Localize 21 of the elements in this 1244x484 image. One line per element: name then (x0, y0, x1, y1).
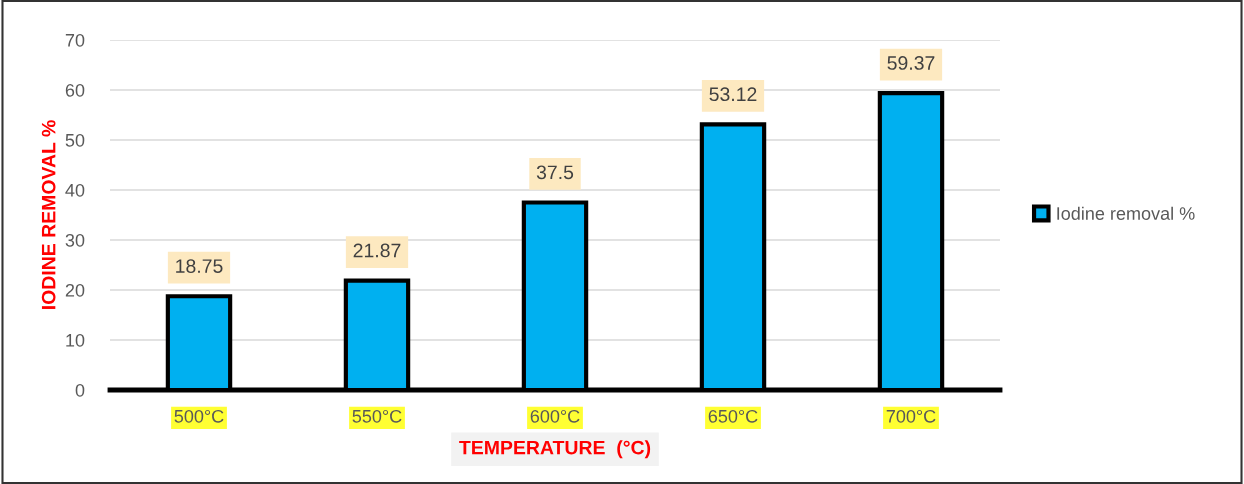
data-label: 59.37 (887, 56, 935, 70)
x-tick-label: 700°C (886, 409, 936, 423)
x-tick-label: 550°C (352, 409, 402, 423)
y-tick-label: 50 (65, 133, 85, 147)
data-label: 37.5 (536, 165, 574, 180)
x-axis-title: TEMPERATURE (°C) (459, 440, 651, 459)
legend-label: Iodine removal % (1057, 206, 1195, 220)
y-tick-label: 60 (65, 83, 85, 97)
data-label: 53.12 (709, 87, 757, 102)
y-tick-label: 70 (65, 33, 85, 47)
x-tick-label: 600°C (530, 409, 580, 423)
y-tick-label: 0 (75, 383, 85, 397)
data-label: 21.87 (353, 243, 401, 258)
y-tick-label: 30 (65, 233, 85, 247)
x-tick-label: 650°C (708, 409, 758, 423)
data-label: 18.75 (176, 259, 223, 273)
x-tick-label: 500°C (174, 409, 224, 423)
y-tick-label: 40 (65, 183, 85, 197)
y-tick-label: 20 (65, 283, 85, 297)
y-tick-label: 10 (66, 333, 85, 347)
y-axis-title: IODINE REMOVAL % (41, 120, 56, 309)
